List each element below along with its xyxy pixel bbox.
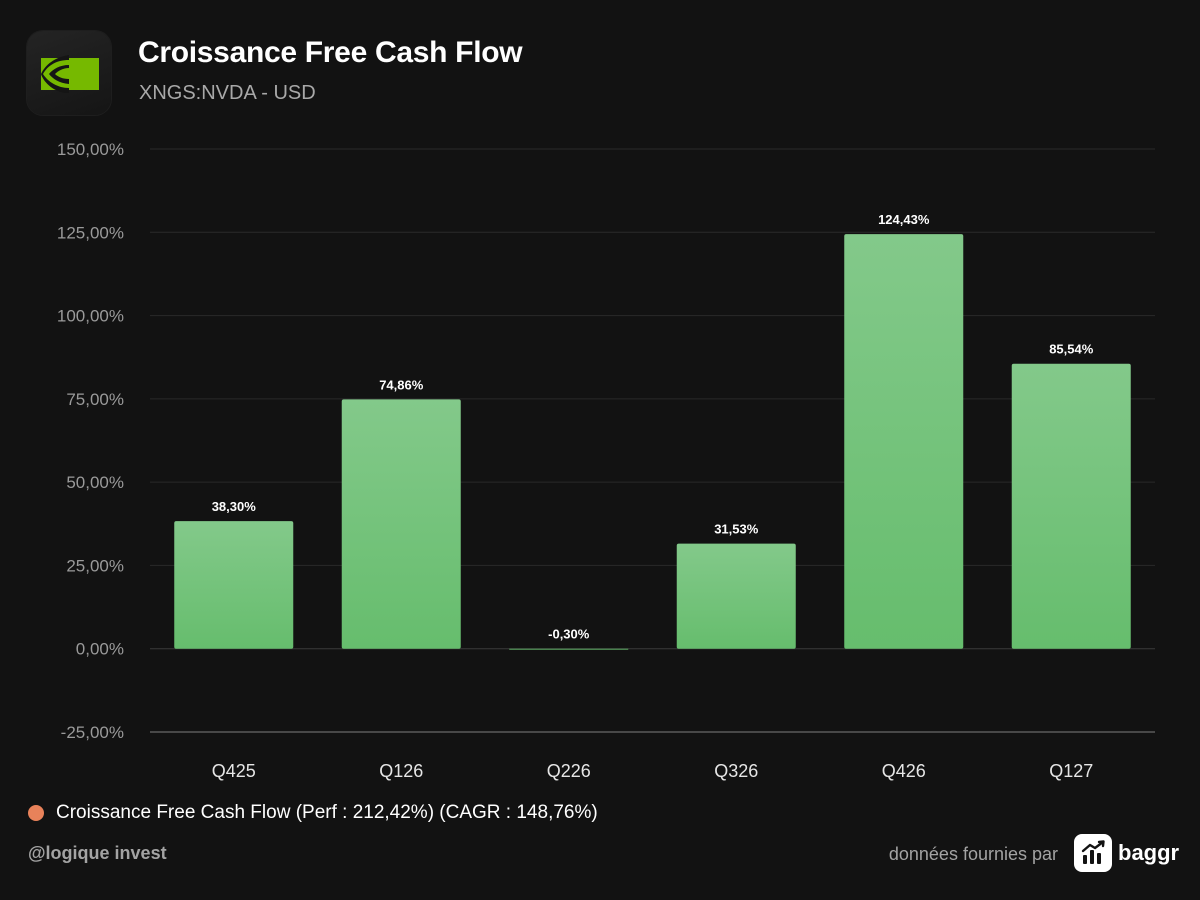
bar-q126[interactable] [341,399,461,649]
y-tick-label: 100,00% [57,307,124,326]
bar-q326[interactable] [676,543,796,649]
data-label: 31,53% [714,522,759,537]
x-tick-label: Q226 [547,761,591,781]
bar-q226[interactable] [509,648,629,650]
legend-marker [28,805,44,821]
data-label: 124,43% [878,212,930,227]
y-tick-label: 75,00% [66,390,124,409]
bar-chart-trend-icon [1074,834,1112,872]
y-tick-label: 125,00% [57,223,124,242]
bar-q426[interactable] [844,234,964,649]
x-tick-label: Q127 [1049,761,1093,781]
x-tick-label: Q426 [882,761,926,781]
chart-legend[interactable]: Croissance Free Cash Flow (Perf : 212,42… [28,802,598,824]
x-tick-label: Q326 [714,761,758,781]
x-tick-label: Q425 [212,761,256,781]
chart-subtitle: XNGS:NVDA - USD [139,82,316,104]
x-tick-label: Q126 [379,761,423,781]
bar-q425[interactable] [174,521,294,649]
data-label: 38,30% [212,499,257,514]
y-tick-label: -25,00% [61,723,124,742]
y-tick-label: 0,00% [76,640,124,659]
data-label: 85,54% [1049,342,1094,357]
data-label: 74,86% [379,377,424,392]
author-handle: @logique invest [28,843,167,863]
y-tick-label: 25,00% [66,556,124,575]
y-tick-label: 50,00% [66,473,124,492]
brand-name: baggr [1118,840,1180,865]
bar-q127[interactable] [1011,363,1131,649]
nvidia-logo-icon [27,31,111,115]
data-provider-text: données fournies par [888,844,1058,864]
bar-chart: 38,30% 74,86% -0,30% 31,53% 124,43% 85,54% 15… [57,140,1155,781]
chart-title: Croissance Free Cash Flow [138,36,523,69]
legend-label: Croissance Free Cash Flow (Perf : 212,42… [56,802,598,823]
y-tick-label: 150,00% [57,140,124,159]
data-label: -0,30% [548,627,590,642]
